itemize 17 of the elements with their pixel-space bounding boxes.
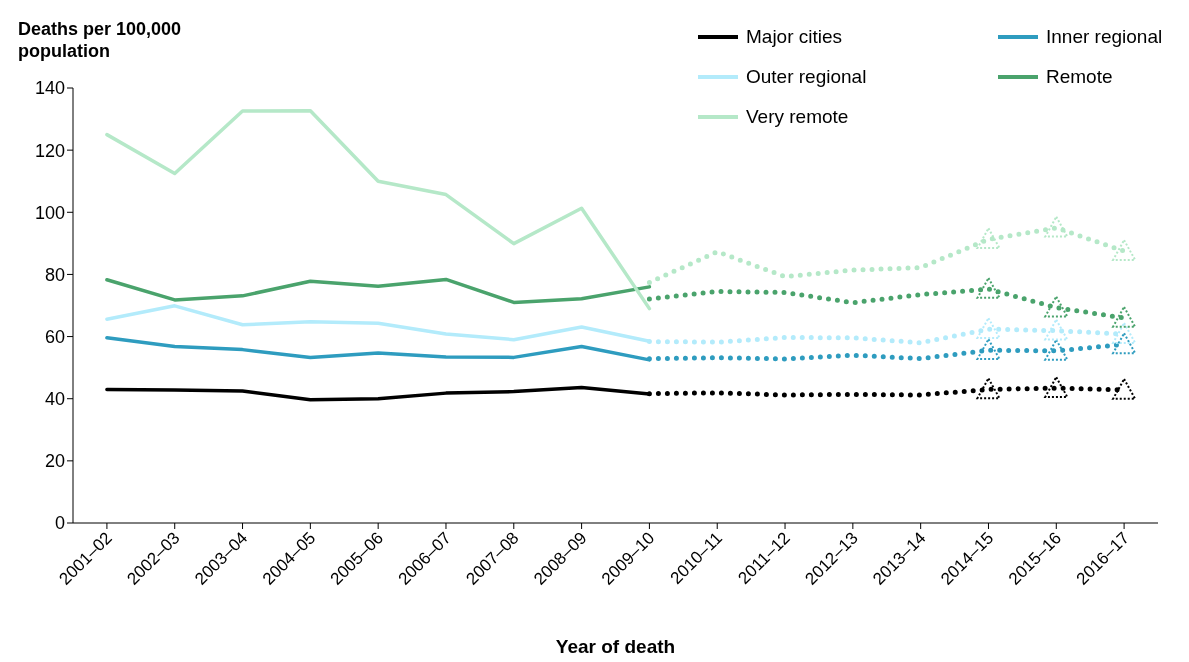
y-tick-label: 100	[34, 202, 65, 223]
y-tick-label: 140	[34, 78, 65, 99]
legend-label: Very remote	[746, 106, 849, 128]
y-tick-label: 80	[44, 264, 65, 285]
legend-label: Major cities	[746, 26, 843, 48]
y-tick-label: 0	[54, 513, 65, 534]
line-series	[105, 108, 652, 311]
y-axis-title: Deaths per 100,000 population	[18, 18, 183, 62]
y-tick-label: 60	[44, 326, 65, 347]
legend-label: Remote	[1046, 66, 1113, 88]
y-tick-label: 120	[34, 140, 65, 161]
legend-label: Outer regional	[746, 66, 867, 88]
y-tick-label: 40	[44, 389, 65, 410]
y-tick-label: 20	[44, 451, 65, 472]
legend-label: Inner regional	[1046, 26, 1163, 48]
line-series	[105, 277, 652, 305]
x-axis-title: Year of death	[554, 636, 677, 658]
